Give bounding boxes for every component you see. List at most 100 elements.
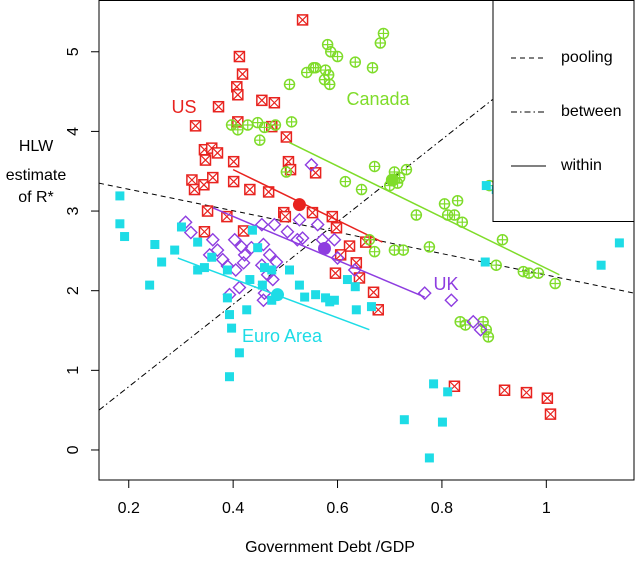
point-plus [449,210,460,221]
point [232,124,244,136]
point [205,232,220,247]
point [473,322,488,337]
point-cross [232,89,244,101]
y-axis-label: of R* [18,189,54,206]
point [459,319,472,331]
point [481,181,491,191]
point [377,27,390,40]
point [311,290,321,300]
point [295,231,310,246]
mean-point [292,198,306,212]
point [424,453,434,463]
within-fit-line [289,141,560,276]
point [368,245,381,258]
point [251,116,264,129]
point-plus [398,245,409,256]
point [120,232,130,242]
point-plus [491,260,502,271]
x-tick-label: 0.6 [326,500,348,517]
point-plus [457,217,468,228]
point [269,255,284,270]
point-plus [550,278,561,289]
point [256,94,268,107]
point [233,50,246,63]
point [237,247,252,262]
point [363,233,376,246]
y-tick-label: 0 [65,445,82,454]
point [374,37,387,49]
legend-label: pooling [561,49,613,66]
x-tick-label: 0.8 [431,500,453,517]
point [227,323,237,333]
point [170,245,180,255]
point [254,134,266,146]
point-cross [233,51,245,62]
point [207,252,217,262]
point [304,157,319,172]
point-cross [297,14,308,26]
point [366,302,376,312]
plot-frame [98,0,635,481]
series-label: UK [433,274,458,294]
point [198,179,210,191]
point [115,191,125,201]
point [265,272,280,287]
point [330,251,345,266]
point-plus [324,79,335,90]
point [244,183,256,196]
point [444,293,459,308]
point [330,222,343,234]
point-plus [439,198,450,209]
point [480,257,490,267]
point-plus [254,135,265,146]
point-plus [375,38,386,49]
point-plus [483,331,494,342]
point [236,68,249,80]
point-plus [524,268,535,279]
point [399,415,409,425]
point-plus [252,117,263,128]
point-plus [281,167,292,178]
point [294,280,304,290]
point [207,171,219,184]
legend-label: between [561,103,622,120]
point [327,232,342,247]
point [323,78,336,91]
within-fit-line [232,168,383,243]
point [466,314,481,329]
point-cross [330,267,341,279]
point [115,219,125,229]
point [267,265,277,275]
point [290,232,305,247]
y-tick-label: 2 [65,286,82,295]
point-cross [202,205,213,217]
point [496,233,509,246]
point [296,14,309,26]
point-cross [256,94,268,106]
x-tick-label: 0.4 [222,500,244,517]
point [232,89,244,101]
point-plus [452,195,463,206]
point-plus [367,62,378,73]
point-plus [286,116,297,127]
point-plus [497,234,508,245]
mean-point [317,241,331,255]
point [549,277,561,290]
series-label: Canada [346,89,410,109]
point [351,305,361,315]
point [237,225,250,237]
point [150,239,160,249]
point [189,120,202,132]
point [292,212,307,227]
point [437,417,447,427]
point-plus [518,266,529,277]
point [342,275,352,285]
mean-point [271,288,285,302]
point-cross [237,68,248,80]
point-cross [368,286,379,298]
point [247,225,257,235]
point [224,372,234,382]
point-plus [424,241,435,252]
point [258,121,271,134]
point-plus [242,120,253,131]
